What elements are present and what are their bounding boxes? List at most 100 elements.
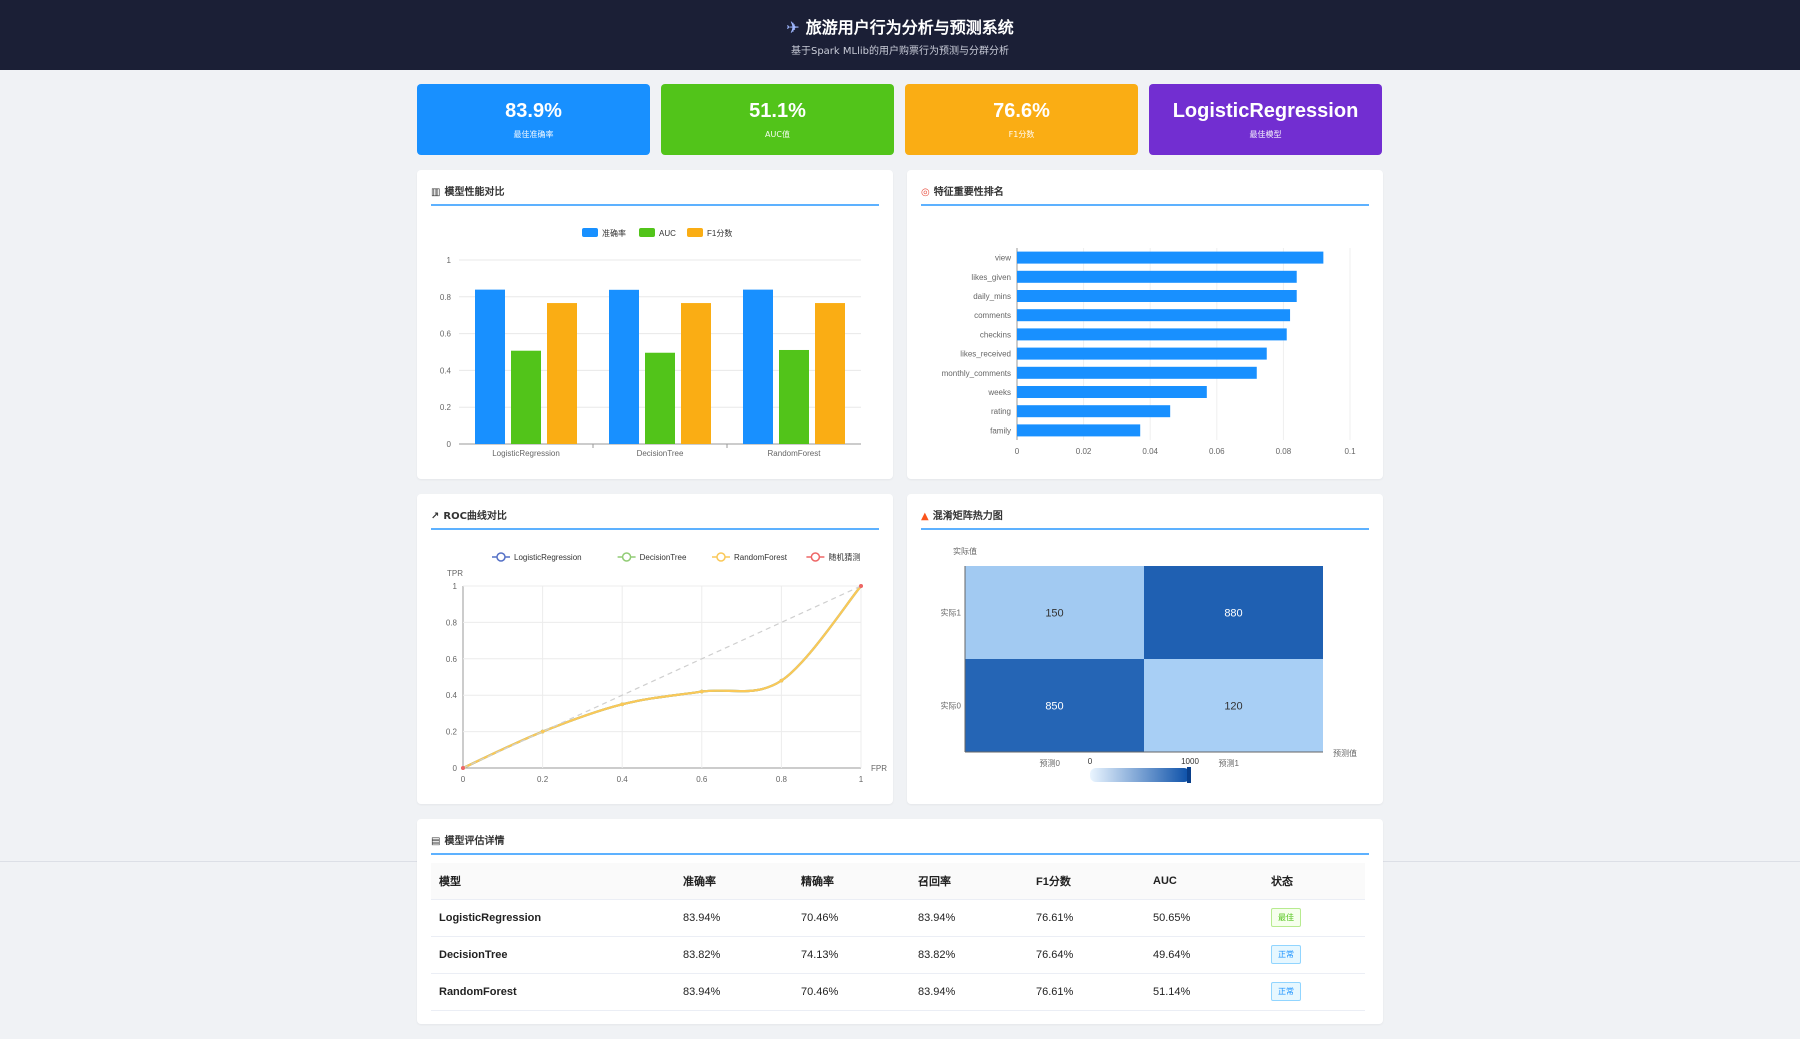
x-tick-label: 预测0 (1040, 758, 1061, 768)
cell-model: DecisionTree (431, 936, 675, 974)
bar (511, 350, 541, 444)
series-line (462, 585, 862, 769)
page-title: ✈ 旅游用户行为分析与预测系统 (0, 14, 1800, 38)
bar (645, 352, 675, 444)
stat-label: 最佳准确率 (513, 130, 554, 139)
cell-precision: 70.46% (793, 973, 910, 1011)
status-badge: 最佳 (1271, 908, 1301, 927)
bar (1017, 347, 1267, 360)
status-badge: 正常 (1271, 945, 1301, 964)
visual-map-min: 0 (1088, 757, 1093, 766)
y-tick-label: monthly_comments (942, 369, 1011, 378)
cell-accuracy: 83.94% (675, 973, 793, 1011)
y-tick-label: view (995, 254, 1011, 263)
data-point (540, 729, 545, 734)
data-point (620, 702, 624, 707)
visual-map-handle (1187, 767, 1191, 783)
col-precision: 精确率 (793, 863, 910, 900)
y-tick-label: daily_mins (973, 292, 1011, 301)
bar (1017, 270, 1297, 283)
x-tick-label: DecisionTree (637, 449, 684, 458)
cell-accuracy: 83.94% (675, 899, 793, 937)
stat-value: LogisticRegression (1172, 100, 1359, 122)
stat-card-best-model: LogisticRegression 最佳模型 (1149, 84, 1382, 155)
y-tick-label: family (990, 426, 1011, 435)
table-row: DecisionTree 83.82% 74.13% 83.82% 76.64%… (431, 936, 1365, 974)
cell-precision: 74.13% (793, 936, 910, 974)
x-tick-label: RandomForest (768, 449, 822, 458)
panel-divider (431, 528, 879, 530)
y-tick-label: 1 (453, 582, 458, 591)
cell-value: 120 (1224, 701, 1242, 713)
cell-recall: 83.82% (910, 936, 1028, 974)
model-evaluation-table: 模型 准确率 精确率 召回率 F1分数 AUC 状态 LogisticRegre… (431, 863, 1365, 1011)
cell-accuracy: 83.82% (675, 936, 793, 974)
legend-marker (810, 552, 821, 562)
y-tick-label: 实际1 (941, 608, 962, 618)
bar (475, 289, 505, 444)
panel-roc: ↗ ROC曲线对比 LogisticRegression DecisionTree R… (417, 494, 893, 804)
stat-value: 51.1% (749, 100, 806, 122)
bar (1017, 309, 1291, 322)
cell-precision: 70.46% (793, 899, 910, 937)
series-line (462, 585, 862, 770)
y-tick-label: 0.6 (440, 330, 452, 339)
x-tick-label: 0.6 (696, 775, 708, 784)
stat-card-auc: 51.1% AUC值 (661, 84, 894, 155)
col-model: 模型 (431, 863, 675, 900)
panel-title: ▲ 混淆矩阵热力图 (921, 511, 1003, 522)
cell-model: LogisticRegression (431, 899, 675, 937)
stat-label: AUC值 (765, 130, 790, 139)
x-tick-label: 0 (461, 775, 466, 784)
panel-divider (431, 853, 1369, 855)
bar (1017, 424, 1141, 437)
stat-card-accuracy: 83.9% 最佳准确率 (417, 84, 650, 155)
panel-confusion-matrix: ▲ 混淆矩阵热力图 实际值 实际1 150 880 实际0 850 120 预测0 预测1 预测值 0… (907, 494, 1383, 804)
stat-value: 83.9% (505, 100, 562, 122)
heatmap-cell (1144, 566, 1323, 659)
bar (1017, 290, 1297, 302)
y-tick-label: 0.2 (440, 403, 452, 412)
panel-divider (921, 528, 1369, 530)
heatmap-cell (965, 566, 1144, 659)
cell-model: RandomForest (431, 973, 675, 1011)
x-axis-label: FPR (871, 764, 887, 773)
y-tick-label: comments (974, 311, 1011, 320)
bar (681, 303, 711, 444)
heatmap-cell (1144, 659, 1323, 752)
legend-label: AUC (659, 229, 676, 238)
x-tick-label: 0.4 (617, 775, 629, 784)
y-tick-label: 0.8 (446, 618, 458, 627)
col-status: 状态 (1263, 863, 1365, 900)
y-tick-label: rating (991, 407, 1011, 416)
panel-feature-importance: ◎ 特征重要性排名 0 0.02 0.04 0.06 0.08 0.1 view likes_g… (907, 170, 1383, 479)
panel-title: ↗ ROC曲线对比 (431, 511, 507, 522)
panel-divider (431, 204, 879, 206)
col-auc: AUC (1145, 863, 1263, 900)
x-tick-label: 0.06 (1209, 447, 1225, 456)
y-tick-label: 0.4 (440, 366, 452, 375)
x-tick-label: 0 (1015, 447, 1020, 456)
bar (743, 289, 773, 444)
bar (1017, 328, 1287, 341)
line-chart-icon: ↗ (431, 511, 440, 522)
visual-map-max: 1000 (1181, 757, 1199, 766)
legend-label: DecisionTree (640, 553, 687, 562)
data-point (461, 766, 465, 770)
y-tick-label: likes_received (960, 350, 1011, 359)
y-tick-label: 0 (447, 440, 452, 449)
bar (815, 303, 845, 444)
feature-importance-chart: 0 0.02 0.04 0.06 0.08 0.1 view likes_givendaily… (942, 248, 1356, 456)
x-tick-label: LogisticRegression (492, 449, 560, 458)
y-tick-label: 0.8 (440, 293, 452, 302)
x-tick-label: 0.08 (1276, 447, 1292, 456)
cell-recall: 83.94% (910, 899, 1028, 937)
cell-f1: 76.64% (1028, 936, 1145, 974)
y-tick-label: 实际0 (941, 701, 962, 711)
data-point (859, 584, 863, 588)
performance-bar-chart: 准确率 AUC F1分数 0 0.2 0.4 0.6 0.8 1 LogisticRegressi… (440, 228, 861, 458)
y-tick-label: checkins (980, 330, 1011, 339)
roc-line-chart: LogisticRegression DecisionTree RandomFore… (446, 552, 887, 784)
y-tick-label: 0 (453, 764, 458, 773)
y-tick-label: weeks (987, 388, 1011, 397)
